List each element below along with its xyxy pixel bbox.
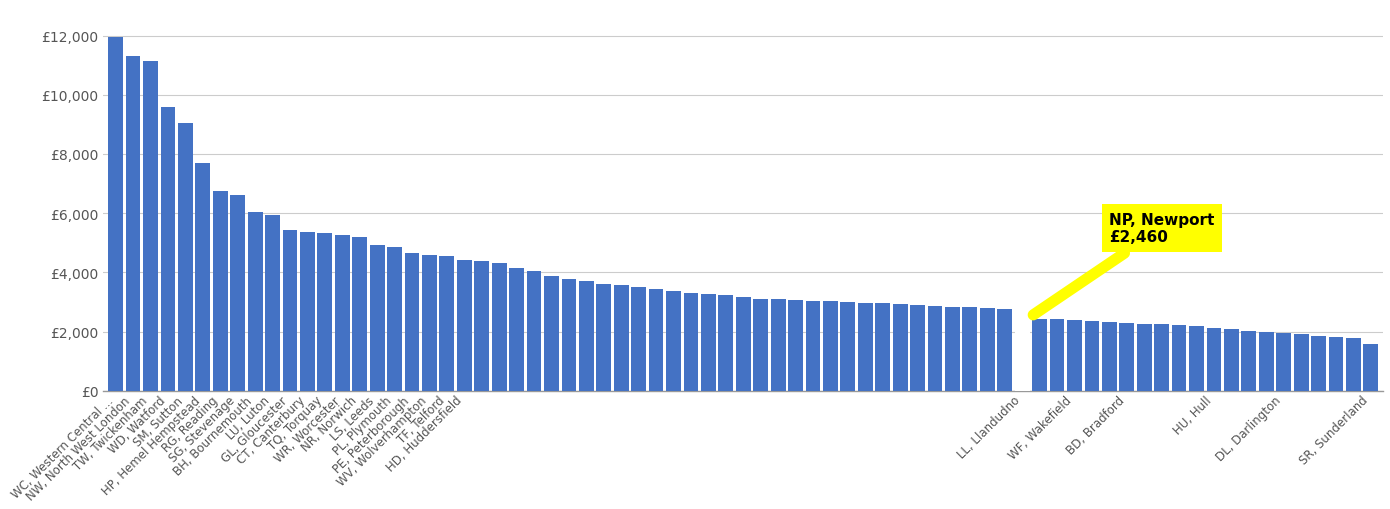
- Bar: [823, 302, 838, 391]
- Bar: [143, 62, 158, 391]
- Bar: [719, 296, 734, 391]
- Bar: [178, 124, 193, 391]
- Bar: [927, 306, 942, 391]
- Bar: [1188, 327, 1204, 391]
- Bar: [404, 253, 420, 391]
- Bar: [788, 300, 803, 391]
- Bar: [1015, 318, 1030, 391]
- Text: NP, Newport
£2,460: NP, Newport £2,460: [1033, 212, 1215, 315]
- Bar: [1033, 319, 1047, 391]
- Bar: [108, 38, 124, 391]
- Bar: [317, 234, 332, 391]
- Bar: [370, 246, 385, 391]
- Bar: [352, 237, 367, 391]
- Bar: [562, 279, 577, 391]
- Bar: [1154, 325, 1169, 391]
- Bar: [1119, 323, 1134, 391]
- Bar: [492, 264, 506, 391]
- Bar: [806, 301, 820, 391]
- Bar: [980, 308, 995, 391]
- Bar: [543, 276, 559, 391]
- Bar: [265, 215, 279, 391]
- Bar: [1276, 334, 1291, 391]
- Bar: [701, 295, 716, 391]
- Bar: [160, 107, 175, 391]
- Bar: [998, 309, 1012, 391]
- Bar: [753, 299, 769, 391]
- Bar: [1241, 331, 1257, 391]
- Bar: [247, 212, 263, 391]
- Bar: [962, 307, 977, 391]
- Bar: [876, 304, 890, 391]
- Bar: [388, 247, 402, 391]
- Bar: [213, 191, 228, 391]
- Bar: [1137, 324, 1152, 391]
- Bar: [841, 303, 855, 391]
- Bar: [282, 231, 297, 391]
- Bar: [858, 303, 873, 391]
- Bar: [596, 285, 612, 391]
- Bar: [1329, 337, 1343, 391]
- Bar: [457, 260, 471, 391]
- Bar: [910, 305, 924, 391]
- Bar: [892, 305, 908, 391]
- Bar: [770, 300, 785, 391]
- Bar: [335, 235, 350, 391]
- Bar: [474, 262, 489, 391]
- Bar: [509, 269, 524, 391]
- Bar: [649, 289, 663, 391]
- Bar: [1311, 336, 1326, 391]
- Bar: [1364, 345, 1379, 391]
- Bar: [1084, 322, 1099, 391]
- Bar: [1068, 321, 1081, 391]
- Bar: [527, 272, 542, 391]
- Bar: [1346, 338, 1361, 391]
- Bar: [1225, 329, 1238, 391]
- Bar: [439, 256, 455, 391]
- Bar: [1294, 335, 1308, 391]
- Bar: [580, 281, 594, 391]
- Bar: [666, 292, 681, 391]
- Bar: [631, 287, 646, 391]
- Bar: [684, 293, 698, 391]
- Bar: [300, 232, 314, 391]
- Bar: [1172, 325, 1187, 391]
- Bar: [1102, 323, 1116, 391]
- Bar: [231, 196, 245, 391]
- Bar: [196, 163, 210, 391]
- Bar: [1259, 332, 1273, 391]
- Bar: [1207, 328, 1222, 391]
- Bar: [735, 297, 751, 391]
- Bar: [423, 255, 436, 391]
- Bar: [125, 57, 140, 391]
- Bar: [945, 307, 960, 391]
- Bar: [1049, 320, 1065, 391]
- Bar: [614, 285, 628, 391]
